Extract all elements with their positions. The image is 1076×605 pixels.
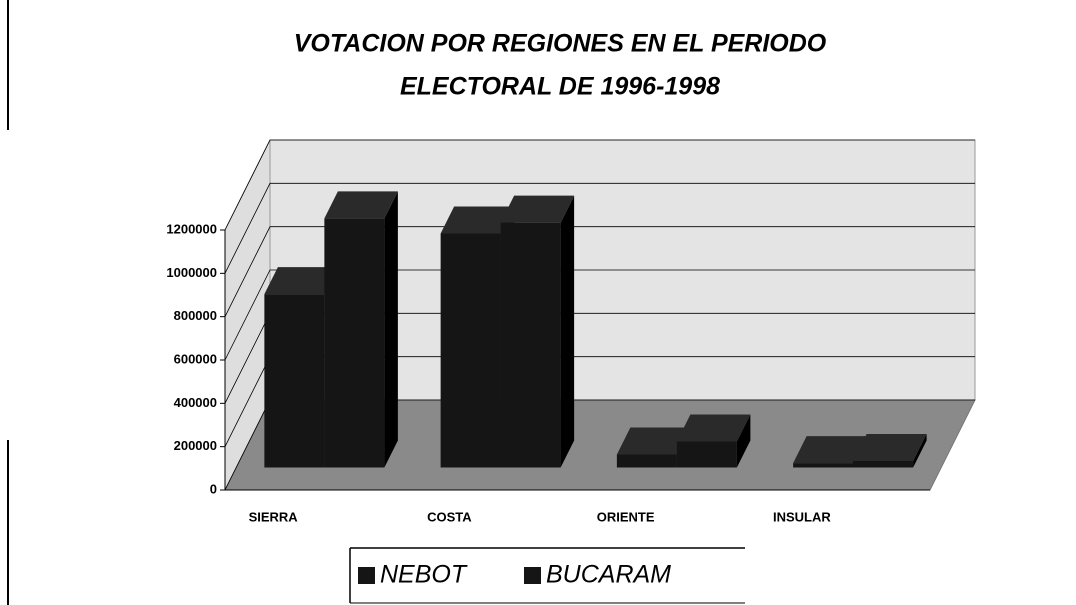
bar-side xyxy=(384,191,398,468)
x-tick-label: SIERRA xyxy=(249,509,299,524)
bar-front xyxy=(853,461,914,468)
bar-front xyxy=(324,218,385,468)
y-tick-label: 1000000 xyxy=(166,265,217,280)
bar-front xyxy=(793,463,854,468)
bar-top xyxy=(440,206,515,234)
chart-subtitle: ELECTORAL DE 1996-1998 xyxy=(400,73,720,101)
grid-line xyxy=(224,226,975,317)
bar-front xyxy=(264,294,325,468)
y-tick-label: 400000 xyxy=(174,395,217,410)
bar-front xyxy=(676,441,737,468)
bar-side xyxy=(560,195,575,468)
chart-title: VOTACION POR REGIONES EN EL PERIODO xyxy=(294,30,827,58)
legend-label: NEBOT xyxy=(380,561,468,589)
bar-top xyxy=(264,267,338,295)
x-tick-label: COSTA xyxy=(427,509,472,524)
y-tick-label: 600000 xyxy=(174,351,217,366)
legend: NEBOT BUCARAM xyxy=(349,547,745,604)
x-tick-label: ORIENTE xyxy=(597,509,655,524)
bar-top xyxy=(324,191,398,219)
plot: 0 200000 400000 600000 800000 1000000 1200000 S… xyxy=(166,139,976,524)
bar-side xyxy=(736,414,751,468)
legend-swatch xyxy=(524,567,541,584)
bar-front xyxy=(500,222,561,468)
bar-top xyxy=(616,427,691,455)
bar-front xyxy=(440,233,501,468)
y-tick-label: 0 xyxy=(210,481,217,496)
legend-label: BUCARAM xyxy=(546,561,671,589)
bar-side xyxy=(913,434,927,468)
bar xyxy=(324,191,398,468)
bar xyxy=(853,434,927,468)
x-tick-label: INSULAR xyxy=(773,509,831,524)
y-tick-label: 1200000 xyxy=(166,221,217,236)
y-tick-label: 800000 xyxy=(174,308,217,323)
bar xyxy=(500,195,575,468)
grid-line xyxy=(224,182,975,274)
y-tick-label: 200000 xyxy=(174,438,217,453)
bar-top xyxy=(676,414,751,442)
legend-swatch xyxy=(358,567,375,584)
bar-top xyxy=(793,436,867,464)
bar-front xyxy=(616,454,677,468)
bar-top xyxy=(853,434,927,461)
grid-line xyxy=(224,139,975,231)
bar-top xyxy=(500,195,575,223)
bar xyxy=(676,414,751,468)
grid-line xyxy=(224,269,975,361)
